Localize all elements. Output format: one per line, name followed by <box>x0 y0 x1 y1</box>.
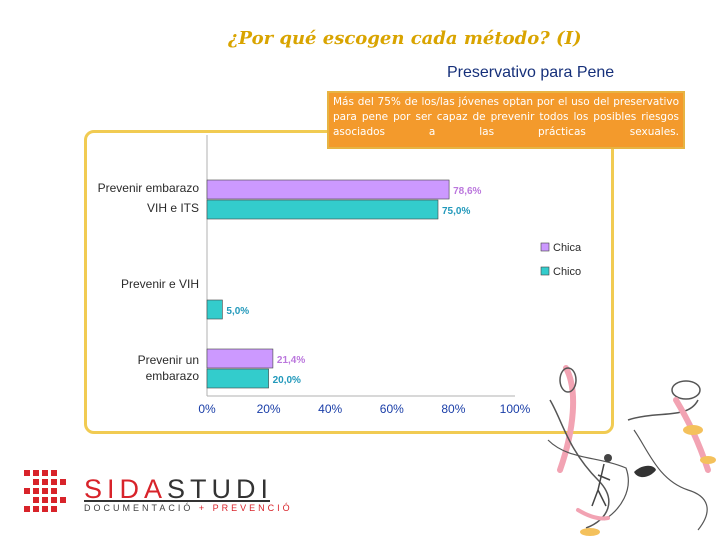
bar-chica <box>206 179 450 200</box>
data-label: 75,0% <box>442 206 470 217</box>
logo-square <box>60 479 66 485</box>
legend-label-chico: Chico <box>553 266 581 278</box>
logo-square <box>51 497 57 503</box>
x-tick-label: 20% <box>257 402 281 416</box>
category-label: Prevenir e VIH <box>121 277 199 291</box>
category-label: embarazo <box>146 369 200 383</box>
chart-layer: Prevenir embarazo VIH e ITS Prevenir e VIH… <box>98 135 582 416</box>
x-tick-label: 40% <box>318 402 342 416</box>
logo-square <box>24 488 30 494</box>
logo-subtitle-documentacio: DOCUMENTACIÓ <box>84 503 194 513</box>
legend-label-chica: Chica <box>553 242 582 254</box>
bar-chica <box>206 348 274 369</box>
slide-title: ¿Por qué escogen cada método? (I) <box>228 28 582 49</box>
logo-square <box>42 479 48 485</box>
note-box: Más del 75% de los/las jóvenes optan por… <box>327 91 685 149</box>
sidastudi-logo-icon <box>24 470 70 516</box>
bar-chico <box>206 368 269 389</box>
condom-illustration <box>547 365 716 536</box>
logo-square <box>33 479 39 485</box>
logo-wordmark-studi: STUDI <box>167 474 274 504</box>
data-label: 5,0% <box>226 306 249 317</box>
logo-square <box>51 479 57 485</box>
bar-chico <box>206 199 439 220</box>
category-label: VIH e ITS <box>147 201 199 215</box>
logo-square <box>42 470 48 476</box>
logo-subtitle: DOCUMENTACIÓ + PREVENCIÓ <box>84 503 293 513</box>
logo-square <box>33 470 39 476</box>
logo-square <box>33 506 39 512</box>
data-label: 21,4% <box>277 355 305 366</box>
x-tick-label: 60% <box>380 402 404 416</box>
legend-swatch-chica <box>540 242 550 252</box>
x-tick-label: 0% <box>198 402 216 416</box>
logo-square <box>42 488 48 494</box>
logo-square <box>42 497 48 503</box>
bar-chico <box>206 299 223 320</box>
data-label: 20,0% <box>273 375 301 386</box>
logo-square <box>33 497 39 503</box>
category-label: Prevenir embarazo <box>98 181 200 195</box>
logo-square <box>51 470 57 476</box>
logo-wordmark: SIDASTUDI <box>84 474 273 505</box>
logo-square <box>51 506 57 512</box>
legend-swatch-chico <box>540 266 550 276</box>
logo-square <box>51 488 57 494</box>
logo-square <box>33 488 39 494</box>
logo-wordmark-sida: SIDA <box>84 474 168 504</box>
x-tick-label: 80% <box>441 402 465 416</box>
logo-square <box>24 470 30 476</box>
data-label: 78,6% <box>453 186 481 197</box>
category-label: Prevenir un <box>138 353 199 367</box>
logo-subtitle-prevencio: + PREVENCIÓ <box>193 503 293 513</box>
logo-divider <box>84 500 270 502</box>
logo-square <box>42 506 48 512</box>
logo-square <box>60 497 66 503</box>
x-tick-label: 100% <box>500 402 531 416</box>
chart-heading: Preservativo para Pene <box>447 64 615 81</box>
logo-square <box>24 506 30 512</box>
